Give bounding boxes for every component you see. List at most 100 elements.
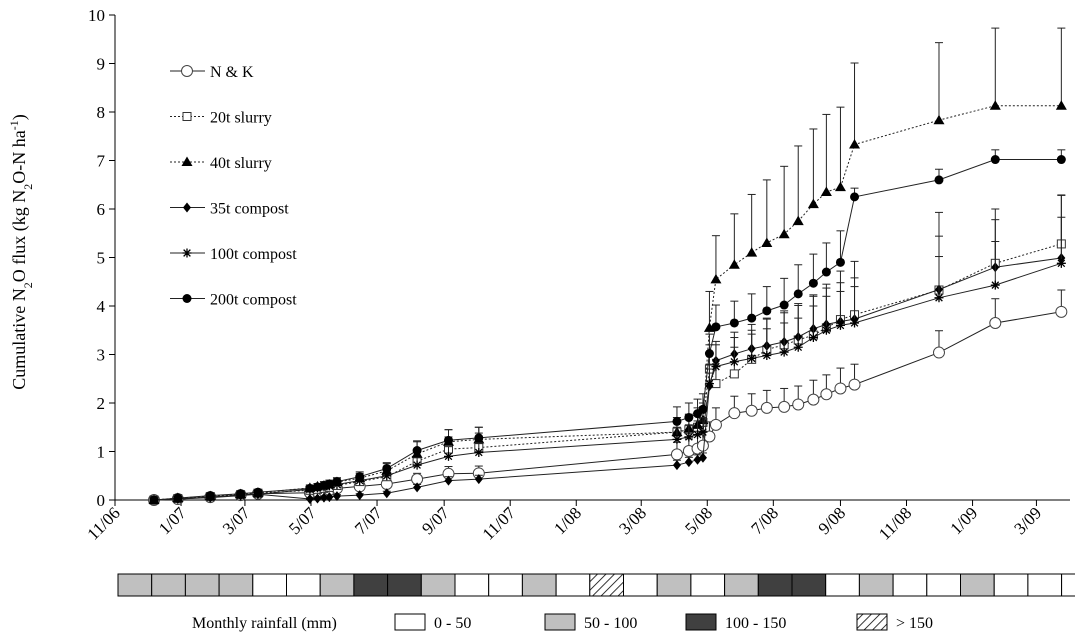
data-point xyxy=(698,427,708,437)
data-point xyxy=(834,382,847,395)
data-point xyxy=(728,407,741,420)
x-tick-label: 3/08 xyxy=(615,503,650,538)
data-point xyxy=(703,322,715,332)
rainfall-month-cell xyxy=(555,573,591,597)
legend: N & K 20t slurry 40t slurry 35t compost 100t… xyxy=(170,64,297,309)
data-point xyxy=(729,357,739,367)
rainfall-month-cell xyxy=(690,573,726,597)
y-axis-title-part: 2 xyxy=(21,184,35,190)
data-point xyxy=(173,493,183,503)
rainfall-legend-item: 50 - 100 xyxy=(544,613,637,632)
data-point xyxy=(1056,258,1066,268)
data-point xyxy=(305,483,315,493)
data-point xyxy=(729,318,739,328)
legend-item: 35t compost xyxy=(170,201,289,218)
x-tick-label: 5/07 xyxy=(285,503,320,538)
rainfall-legend-swatch xyxy=(685,613,717,631)
x-tick-label: 9/08 xyxy=(814,503,849,538)
data-point xyxy=(319,492,328,503)
data-point xyxy=(711,322,721,332)
data-point xyxy=(149,495,159,505)
data-point xyxy=(684,457,693,468)
data-point xyxy=(989,100,1001,110)
rainfall-month-cell xyxy=(926,573,961,597)
rainfall-month-cell xyxy=(353,573,389,597)
data-point xyxy=(355,490,364,501)
y-axis-title-part: ) xyxy=(9,114,30,120)
data-point xyxy=(324,479,334,489)
data-point xyxy=(253,487,263,497)
rainfall-month-cell xyxy=(825,573,860,597)
data-point xyxy=(382,463,392,473)
x-tick-label: 5/08 xyxy=(681,503,716,538)
rainfall-legend-label: > 150 xyxy=(896,615,933,632)
data-point xyxy=(672,416,682,426)
x-tick-label: 1/07 xyxy=(155,503,190,538)
data-point xyxy=(332,491,341,502)
rainfall-legend-item: 0 - 50 xyxy=(394,613,471,632)
data-point xyxy=(709,418,722,431)
data-point xyxy=(807,198,819,209)
data-point xyxy=(778,228,790,239)
rainfall-month-cell xyxy=(1027,573,1063,597)
rainfall-month-cell xyxy=(387,573,422,597)
rainfall-month-cell xyxy=(117,573,153,597)
series-line xyxy=(153,311,1062,501)
rainfall-month-cell xyxy=(791,573,827,597)
series-line xyxy=(153,243,1062,501)
y-tick-label: 1 xyxy=(97,443,106,462)
y-tick-label: 6 xyxy=(97,200,106,219)
data-point xyxy=(850,318,860,328)
rainfall-legend-item: 100 - 150 xyxy=(685,613,786,632)
data-point xyxy=(444,475,453,486)
legend-label: 20t slurry xyxy=(210,110,272,127)
x-tick-label: 11/07 xyxy=(479,503,520,544)
series-group xyxy=(147,27,1068,506)
rainfall-legend-swatch xyxy=(394,613,426,631)
legend-marker xyxy=(181,156,193,166)
data-point xyxy=(672,434,682,444)
y-axis-title-part: O-N ha xyxy=(9,130,29,183)
data-point xyxy=(934,293,944,303)
rainfall-month-cell xyxy=(218,573,254,597)
y-tick-label: 2 xyxy=(97,394,106,413)
data-point xyxy=(728,259,740,269)
data-point xyxy=(778,400,791,413)
data-point xyxy=(355,472,365,482)
x-tick-label: 9/07 xyxy=(418,503,453,538)
data-point xyxy=(710,273,722,284)
rainfall-legend-item: > 150 xyxy=(856,613,933,632)
data-point xyxy=(808,333,818,343)
data-point xyxy=(762,350,772,360)
data-point xyxy=(989,316,1002,329)
legend-marker xyxy=(181,65,193,77)
rainfall-legend-swatch xyxy=(856,613,888,631)
rainfall-month-cell xyxy=(286,573,321,597)
data-point xyxy=(672,460,681,471)
data-point xyxy=(1055,100,1067,110)
rainfall-month-cell xyxy=(892,573,928,597)
data-point xyxy=(934,175,944,185)
rainfall-month-cell xyxy=(623,573,658,597)
data-point xyxy=(382,471,392,481)
data-point xyxy=(933,114,945,125)
series-200t-compost xyxy=(149,149,1066,505)
data-point xyxy=(1056,155,1066,165)
data-point xyxy=(696,439,709,452)
legend-label: N & K xyxy=(210,64,254,81)
data-point xyxy=(711,362,721,372)
legend-marker xyxy=(182,294,192,303)
legend-label: 35t compost xyxy=(210,201,289,218)
legend-label: 40t slurry xyxy=(210,155,272,172)
data-point xyxy=(807,393,820,406)
rainfall-month-cell xyxy=(252,573,288,597)
legend-item: 40t slurry xyxy=(170,155,272,172)
data-point xyxy=(820,388,833,401)
legend-label: 100t compost xyxy=(210,246,297,263)
data-point xyxy=(745,404,758,417)
legend-marker xyxy=(182,112,192,121)
rainfall-month-cell xyxy=(1061,573,1075,597)
data-point xyxy=(747,313,757,323)
